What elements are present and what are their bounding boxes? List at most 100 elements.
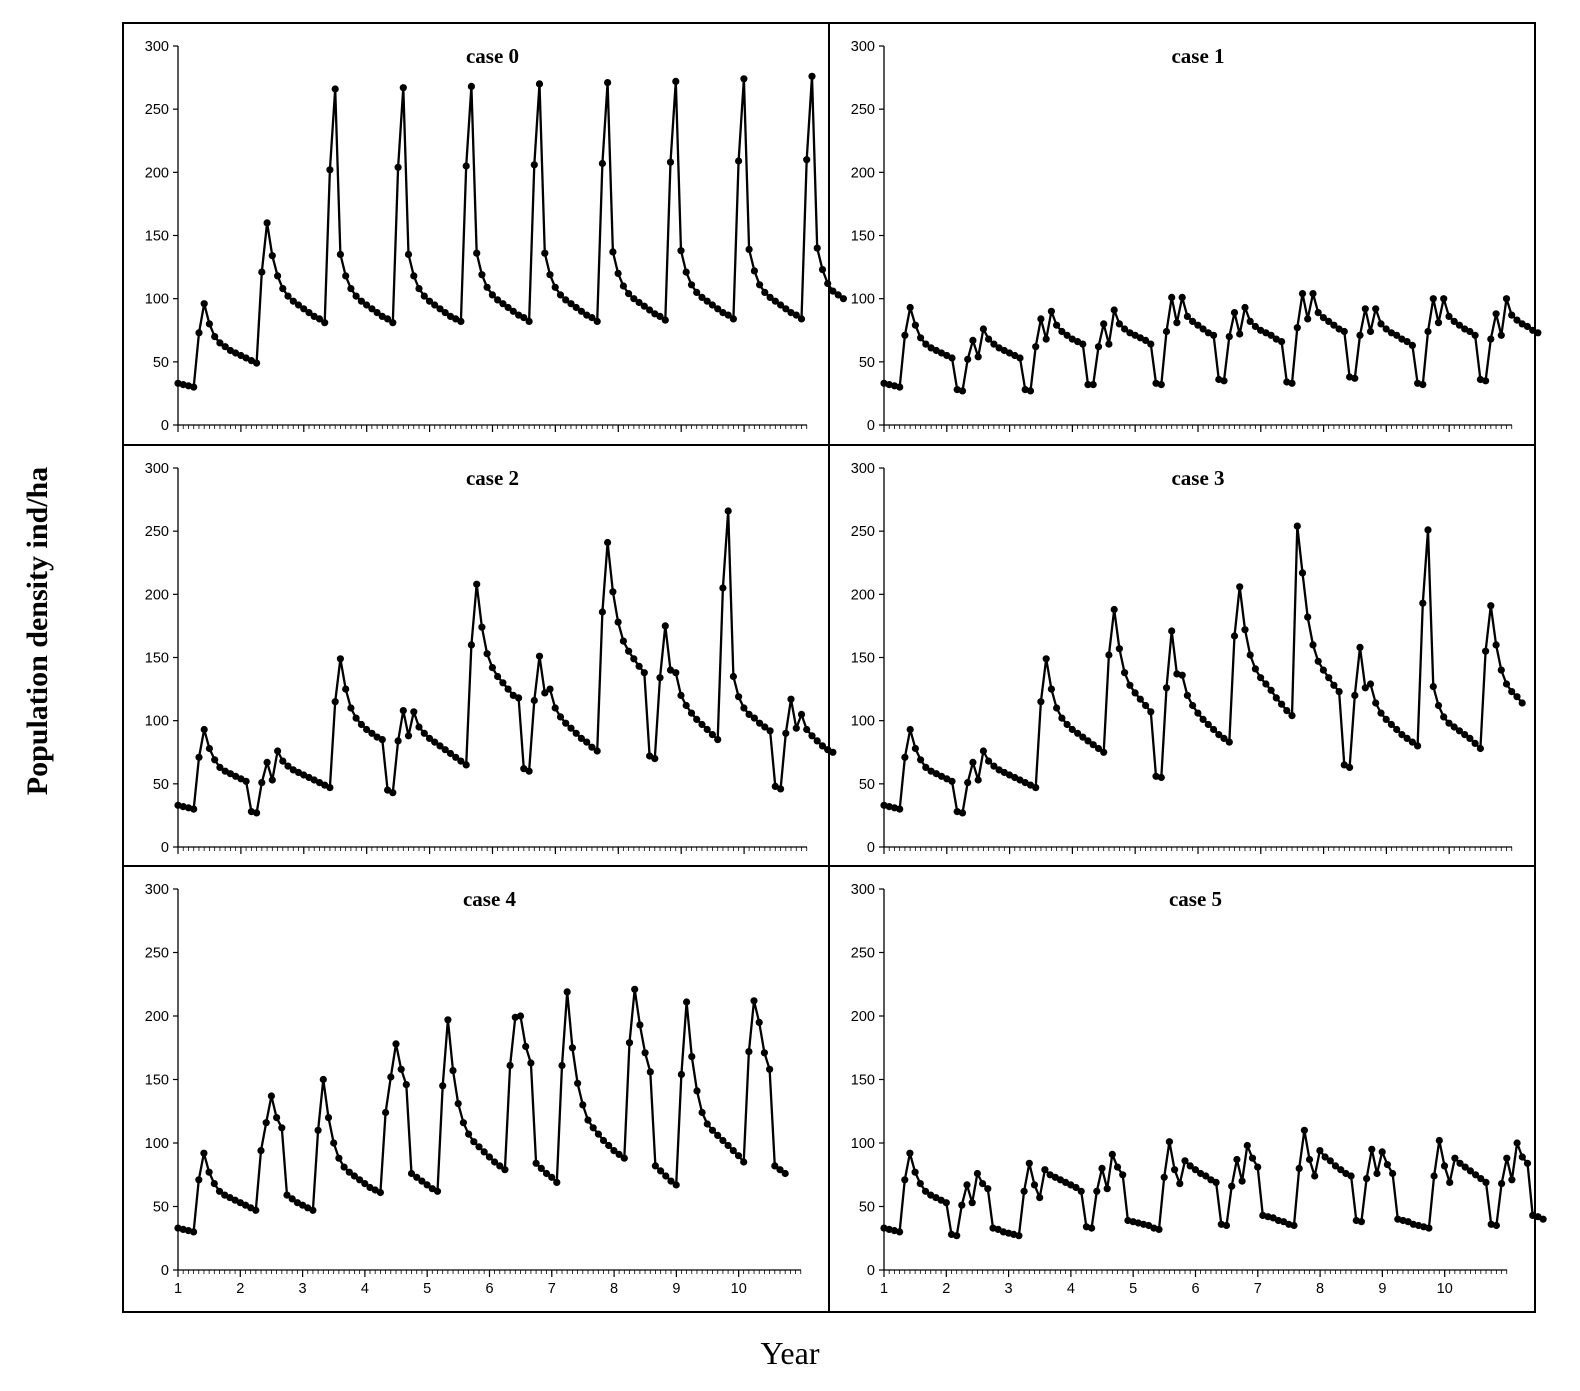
panel-3-data-point	[1419, 599, 1427, 607]
panel-5-data-point	[1425, 1224, 1433, 1232]
panel-1-data-point	[1298, 290, 1307, 298]
panel-3-data-point	[1194, 709, 1202, 717]
panel-4-data-point	[345, 1168, 353, 1176]
panel-3-data-point	[1476, 744, 1484, 753]
panel-2-data-point	[740, 704, 748, 712]
panel-1-data-point	[1356, 331, 1364, 339]
panel-3-data-point	[1372, 699, 1380, 707]
panel-1-data-point	[1251, 322, 1259, 331]
panel-3-data-point	[948, 777, 956, 785]
panel-1-data-point	[1466, 327, 1474, 336]
panel-0-data-point	[687, 281, 696, 289]
panel-0-data-point	[535, 80, 544, 88]
panel-2-data-point	[656, 674, 664, 682]
panel-0-data-point	[698, 293, 706, 301]
panel-3-data-point	[1225, 738, 1233, 746]
panel-4-data-point	[190, 1228, 198, 1236]
panel-2-data-point	[530, 696, 538, 705]
panel-5-data-point	[1295, 1164, 1303, 1172]
panel-3-data-point	[1508, 688, 1516, 696]
panel-2-data-point	[818, 742, 827, 750]
panel-1-data-point	[1492, 310, 1500, 318]
panel-4-data-point	[563, 988, 571, 996]
panel-1-y-tick-label: 200	[851, 165, 875, 181]
panel-5-data-point	[1202, 1172, 1210, 1180]
panel-2-data-point	[719, 584, 727, 592]
panel-4-data-point	[449, 1067, 457, 1075]
panel-5-data-point	[1077, 1187, 1085, 1195]
panel-0-data-point	[195, 329, 203, 337]
panel-5-x-tick-label: 3	[1005, 1281, 1013, 1297]
panel-3-data-point	[1032, 784, 1040, 792]
panel-2-data-point	[483, 650, 491, 658]
panel-1-data-point	[1482, 377, 1490, 385]
panel-5-data-point	[1093, 1187, 1101, 1195]
panel-2-data-point	[609, 588, 617, 596]
panel-0-data-point	[714, 305, 722, 313]
panel-1-data-point	[1183, 312, 1191, 320]
panel-4-data-point	[537, 1164, 545, 1172]
panel-0-title: case 0	[466, 44, 519, 68]
panel-5-data-point	[1088, 1224, 1096, 1232]
panel-3-data-point	[1492, 641, 1500, 649]
panel-4-data-point	[444, 1016, 452, 1024]
panel-3-data-point	[1351, 691, 1359, 700]
panel-2-data-point	[635, 662, 643, 670]
panel-0-data-point	[782, 305, 790, 313]
panel-4-data-point	[210, 1180, 218, 1188]
panel-0-data-point	[625, 290, 633, 298]
panel-4-data-point	[589, 1124, 597, 1132]
panel-4-y-tick-label: 50	[153, 1200, 169, 1216]
panel-3-data-point	[1455, 727, 1463, 735]
panel-4-data-point	[657, 1167, 665, 1175]
panel-4-data-point	[527, 1059, 535, 1067]
panel-2-data-point	[342, 685, 350, 693]
panel-2-data-point	[614, 618, 622, 626]
panel-5-data-point	[1119, 1171, 1127, 1179]
panel-4-data-point	[459, 1119, 467, 1127]
panel-4-x-tick-label: 3	[299, 1281, 307, 1297]
panel-3-data-point	[1131, 689, 1139, 697]
panel-2-data-point	[258, 779, 266, 787]
panel-5-data-point	[1440, 1162, 1449, 1170]
panel-2-data-point	[829, 748, 837, 756]
panel-4-data-point	[330, 1139, 338, 1147]
panel-1-data-point	[1319, 314, 1327, 322]
panel-2-data-point	[462, 761, 470, 769]
panel-4-data-point	[641, 1049, 649, 1057]
panel-5-data-point	[1041, 1166, 1049, 1174]
panel-1-data-point	[1293, 324, 1301, 332]
panel-2-y-tick-label: 250	[145, 524, 169, 540]
panel-5-data-point	[1498, 1180, 1506, 1188]
panel-4-data-point	[771, 1162, 779, 1170]
panel-1-y-tick-label: 0	[867, 418, 875, 434]
panel-0-data-point	[572, 303, 580, 312]
panel-4-data-point	[631, 985, 639, 993]
panel-4-x-tick-label: 5	[423, 1281, 431, 1297]
panel-0-data-point	[404, 250, 413, 258]
panel-3-data-point	[1288, 712, 1296, 720]
panel-4-data-point	[392, 1040, 400, 1048]
panel-4-data-point	[553, 1178, 561, 1186]
panel-0-data-point	[546, 271, 554, 279]
panel-1-title: case 1	[1171, 44, 1224, 68]
panel-2-data-point	[190, 805, 198, 813]
panel-4-data-point	[693, 1087, 701, 1095]
panel-4-data-point	[522, 1042, 530, 1051]
panel-4-data-point	[273, 1114, 281, 1122]
panel-0-data-point	[777, 301, 785, 309]
panel-3-data-point	[1304, 613, 1312, 621]
panel-1-data-point	[1534, 329, 1542, 337]
panel-0-data-point	[389, 319, 397, 327]
panel-4-data-point	[760, 1049, 769, 1057]
panel-1-data-point	[958, 387, 967, 395]
panel-2-data-point	[415, 723, 423, 731]
panel-3-data-point	[1267, 686, 1275, 694]
panel-2-data-point	[572, 729, 580, 737]
panel-4-data-point	[662, 1172, 670, 1180]
panel-0-data-point	[357, 297, 365, 305]
panel-4-data-point	[454, 1100, 462, 1108]
panel-5-data-point	[1015, 1232, 1023, 1240]
panel-5-data-point	[1155, 1225, 1163, 1233]
panel-2-data-point	[488, 664, 496, 672]
